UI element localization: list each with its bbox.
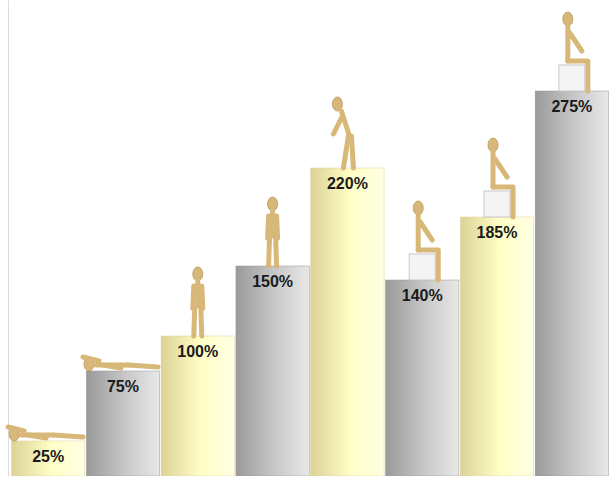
figure-limb (268, 216, 269, 238)
figure-head (488, 138, 498, 152)
cube (559, 65, 585, 91)
figure-head (563, 12, 573, 26)
figure-limb (103, 365, 121, 368)
figure (83, 357, 158, 371)
y-axis (8, 1, 9, 477)
figure-limb (269, 236, 270, 266)
figure-limb (420, 222, 432, 240)
y-axis-line (8, 1, 9, 477)
data-label: 25% (32, 448, 64, 465)
figure-limb (8, 427, 24, 431)
data-labels: 25% 75% 100% 150% 220% 140% 185% 275% (32, 98, 592, 465)
figure-limb (493, 187, 513, 217)
figure-limb (194, 306, 195, 336)
figure-head (193, 267, 203, 281)
figures (8, 12, 588, 441)
bar (386, 280, 459, 476)
figure-limb (333, 116, 342, 134)
figure (484, 138, 513, 217)
data-label: 100% (177, 343, 218, 360)
figure (332, 97, 353, 168)
data-label: 140% (402, 287, 443, 304)
data-label: 75% (107, 378, 139, 395)
bar (311, 168, 384, 476)
figure-limb (201, 306, 202, 336)
figure-limb (418, 250, 438, 280)
bars (11, 91, 608, 476)
figure-limb (277, 216, 278, 238)
cube (409, 254, 435, 280)
figure-limb (53, 435, 83, 437)
figure-limb (351, 136, 353, 168)
figure (559, 12, 588, 91)
figure (409, 201, 438, 280)
figure-limb (28, 435, 46, 438)
figure-limb (343, 136, 348, 168)
data-label: 275% (551, 98, 592, 115)
data-label: 150% (252, 273, 293, 290)
figure-limb (570, 33, 582, 51)
figure-limb (96, 363, 128, 368)
bar (161, 336, 234, 476)
figure (268, 197, 278, 266)
figure-limb (276, 236, 277, 266)
figure-limb (193, 286, 194, 308)
chart: 25% 75% 100% 150% 220% 140% 185% 275% (0, 0, 615, 481)
figure-head (268, 197, 278, 211)
figure-limb (495, 159, 507, 177)
figure (8, 427, 83, 441)
figure-head (413, 201, 423, 215)
bar (460, 217, 533, 476)
data-label: 185% (477, 224, 518, 241)
figure-limb (202, 286, 203, 308)
bar (11, 441, 84, 476)
cube (484, 191, 510, 217)
figure (193, 267, 203, 336)
figure-limb (128, 365, 158, 367)
data-label: 220% (327, 175, 368, 192)
figure-limb (21, 433, 53, 438)
bar (86, 371, 159, 476)
figure-limb (568, 61, 588, 91)
figure-limb (83, 357, 99, 361)
bar (535, 91, 608, 476)
bar (236, 266, 309, 476)
